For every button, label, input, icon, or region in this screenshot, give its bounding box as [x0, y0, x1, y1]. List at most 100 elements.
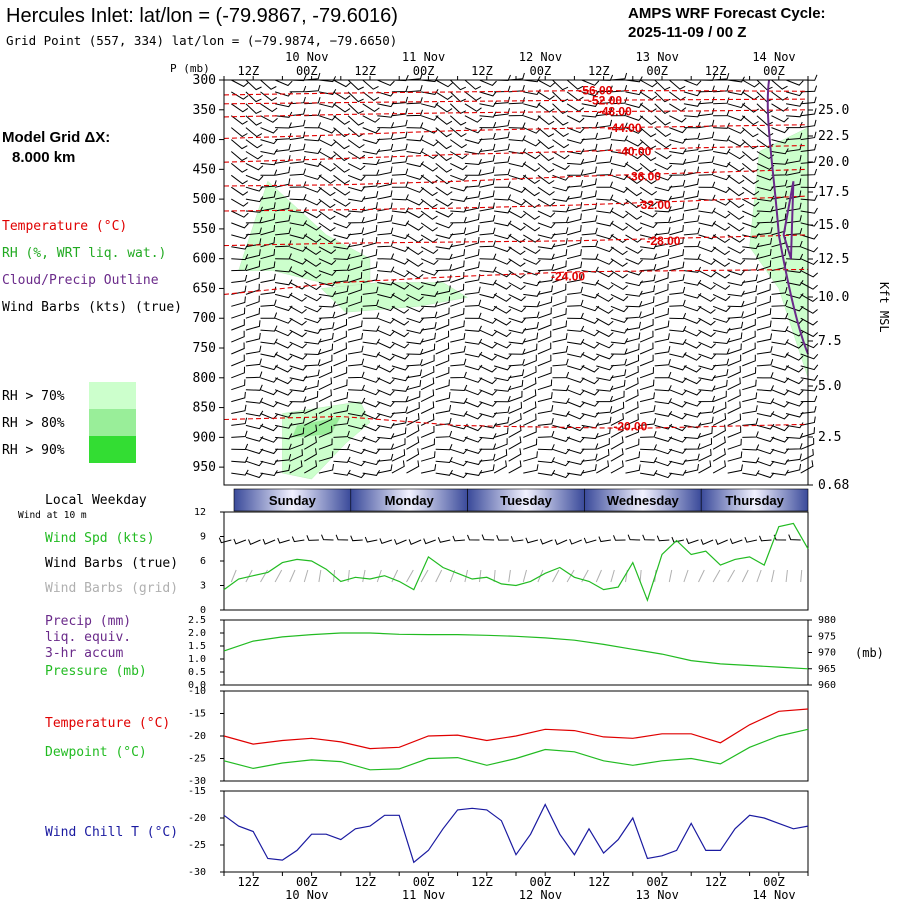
- wind-barb: [698, 258, 716, 265]
- wind-barb: [625, 301, 643, 308]
- wind-barb: [610, 186, 629, 193]
- wind-barb: [683, 178, 700, 188]
- wind-barb: [596, 460, 610, 474]
- wind-barb: [683, 293, 702, 299]
- wind-barb: [698, 108, 715, 117]
- wind-barb: [625, 222, 643, 232]
- wind-barb: [581, 341, 600, 349]
- wind-barb: [640, 405, 656, 414]
- grid-barb: [464, 569, 469, 583]
- windchill-label: Wind Chill T (°C): [45, 825, 178, 840]
- wind-barb: [566, 127, 585, 134]
- wind-barb: [756, 103, 773, 114]
- wind-barb: [406, 305, 424, 313]
- wind-barb: [581, 121, 599, 129]
- model-grid-label: Model Grid ΔX:: [2, 129, 110, 146]
- wind-barb: [391, 207, 410, 214]
- wind-barb: [348, 397, 366, 404]
- temperature-tick-label: -10: [188, 686, 206, 697]
- wind-barb: [318, 291, 337, 298]
- wind-barb: [552, 472, 570, 479]
- wind-barb: [333, 210, 351, 218]
- wind-barb: [231, 469, 249, 476]
- wind-barb: [464, 469, 483, 476]
- wind-barb: [640, 457, 658, 464]
- wind-barb: [786, 202, 802, 212]
- wind-barb: [742, 319, 756, 331]
- wind-barb: [406, 270, 424, 279]
- wind-barb: [523, 451, 538, 462]
- wind-barb: [639, 198, 658, 207]
- wind-barb: [683, 377, 702, 385]
- wind-barb: [479, 132, 496, 141]
- wind-barb: [318, 174, 336, 184]
- wind-barb: [552, 371, 570, 379]
- wind-barb: [318, 389, 332, 403]
- wind-barb: [508, 293, 526, 302]
- wind-barb: [771, 179, 788, 188]
- wind-barb: [756, 411, 775, 417]
- wind-barb: [377, 353, 395, 361]
- wind-barb: [391, 181, 409, 188]
- wind-barb: [435, 127, 452, 138]
- wind-barb: [333, 456, 351, 463]
- wind-barb: [610, 305, 629, 313]
- wind-barb: [698, 270, 716, 278]
- wind-barb: [464, 180, 481, 188]
- wind-barb: [610, 72, 628, 81]
- wind-barb: [347, 283, 362, 295]
- wind-barb: [450, 410, 468, 417]
- wind-barb: [493, 246, 512, 253]
- wind-barb: [625, 438, 640, 450]
- wind-barb: [625, 234, 643, 243]
- wind-barb: [289, 364, 308, 371]
- wind-barb: [274, 365, 293, 373]
- wind-barb: [683, 79, 702, 86]
- wind-barb: [552, 260, 567, 272]
- wind-barb: [727, 115, 746, 122]
- wind-barb: [800, 131, 817, 141]
- wind-barb: [596, 282, 614, 290]
- wind-barb: [289, 353, 308, 360]
- legend-wind: Wind Barbs (kts) (true): [2, 300, 182, 315]
- wind-barb: [347, 103, 364, 114]
- wind-barb: [537, 210, 556, 218]
- wind-barb: [625, 246, 643, 254]
- wind-barb: [347, 127, 365, 138]
- wind-barb: [800, 156, 817, 164]
- wind-barb: [289, 258, 308, 265]
- true-barb: [335, 534, 349, 541]
- wind-barb: [333, 91, 351, 100]
- wind-barb: [581, 240, 599, 248]
- wind-barb: [231, 79, 249, 88]
- wind-barb: [406, 161, 424, 168]
- wind-barb: [727, 321, 744, 331]
- true-barb: [569, 538, 582, 545]
- wind-barb: [610, 327, 629, 334]
- wind-barb: [362, 325, 380, 332]
- wind-barb: [464, 103, 482, 112]
- wind-barb: [698, 168, 715, 176]
- wind-barb: [610, 436, 624, 450]
- wind-barb: [231, 243, 249, 250]
- wind-barb: [581, 132, 598, 141]
- wind-barb: [391, 282, 410, 290]
- wind-barb: [420, 354, 435, 367]
- wind-barb: [508, 460, 522, 474]
- wind-barb: [727, 300, 745, 308]
- wind-barb: [464, 325, 482, 332]
- pressure-tick-label: 960: [818, 680, 836, 691]
- wind-barb: [406, 222, 424, 231]
- wind-barb: [756, 206, 774, 213]
- wind-barb: [537, 198, 556, 207]
- grid-barb: [376, 569, 382, 583]
- grid-barb: [566, 569, 575, 583]
- wind-barb: [727, 198, 745, 209]
- wind-barb: [304, 424, 318, 438]
- bottom-hour-label: 00Z: [413, 875, 435, 889]
- wind-barb: [800, 143, 817, 152]
- wind-barb: [552, 436, 570, 442]
- wind-barb: [333, 342, 347, 355]
- wind-barb: [289, 406, 306, 414]
- wind-barb: [304, 198, 322, 206]
